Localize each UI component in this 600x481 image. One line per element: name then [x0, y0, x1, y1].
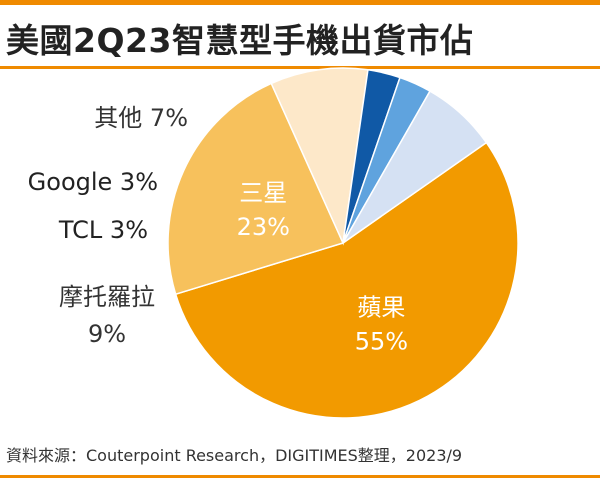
source-note: 資料來源：Couterpoint Research，DIGITIMES整理，20…: [6, 446, 463, 465]
chart-title: 美國2Q23智慧型手機出貨市佔: [6, 21, 474, 60]
slice-value-1: 55%: [355, 328, 408, 356]
slice-label-5: Google 3%: [28, 168, 158, 196]
slice-label-2: 三星: [239, 179, 287, 207]
slice-label-6: 其他 7%: [94, 104, 188, 132]
pie-slice-2: [167, 82, 345, 296]
pie-slice-6: [342, 90, 488, 244]
slice-value-3: 9%: [88, 320, 126, 348]
bottom-divider: [0, 475, 600, 478]
pie-slice-3: [270, 67, 369, 246]
slice-label-1: 蘋果: [357, 294, 405, 322]
slice-value-2: 23%: [237, 213, 290, 241]
slice-value-4: 3%: [110, 216, 148, 244]
slice-label-3: 摩托羅拉: [59, 283, 155, 311]
top-accent-bar: [0, 0, 600, 5]
pie-slice-1: [174, 141, 519, 419]
slice-value-6: 7%: [150, 104, 188, 132]
slice-label-4: TCL 3%: [58, 216, 148, 244]
title-divider: [0, 66, 600, 69]
slice-value-5: 3%: [120, 168, 158, 196]
